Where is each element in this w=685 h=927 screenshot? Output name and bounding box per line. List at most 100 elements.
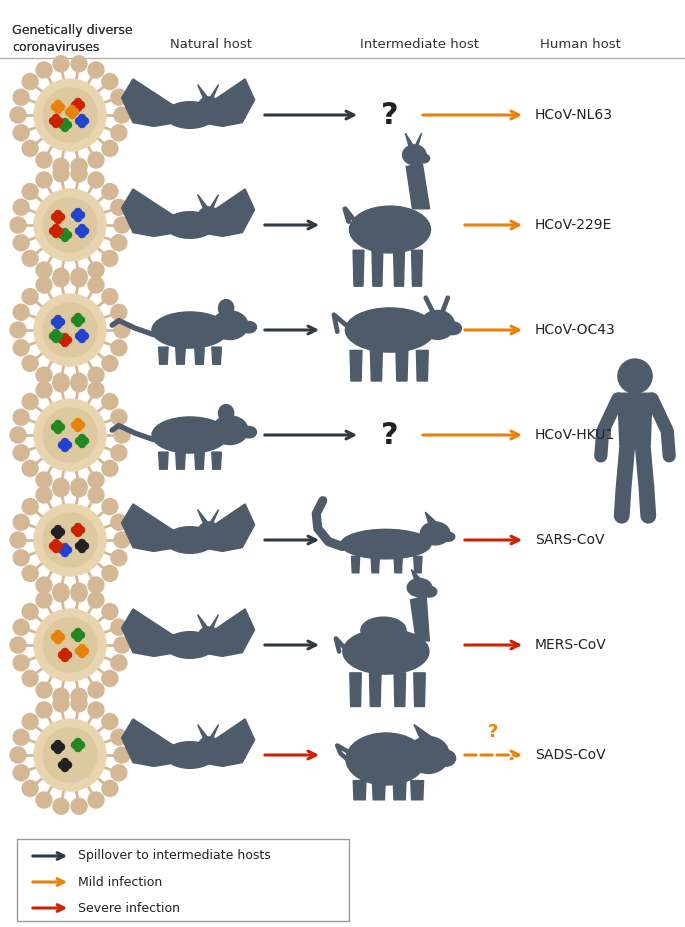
- Circle shape: [75, 316, 82, 324]
- Circle shape: [88, 367, 104, 383]
- Polygon shape: [351, 556, 360, 573]
- Circle shape: [111, 125, 127, 141]
- Circle shape: [64, 232, 71, 238]
- Text: Natural host: Natural host: [170, 38, 252, 51]
- Circle shape: [53, 798, 69, 814]
- Circle shape: [58, 528, 64, 536]
- Ellipse shape: [241, 426, 256, 438]
- Circle shape: [53, 271, 69, 286]
- Polygon shape: [197, 84, 208, 98]
- Circle shape: [36, 792, 52, 808]
- Circle shape: [55, 637, 62, 643]
- Circle shape: [53, 688, 69, 705]
- Circle shape: [55, 319, 62, 325]
- Circle shape: [10, 747, 26, 763]
- Circle shape: [102, 73, 118, 90]
- Circle shape: [88, 592, 104, 608]
- Circle shape: [71, 316, 79, 324]
- Circle shape: [62, 339, 68, 347]
- Polygon shape: [411, 569, 421, 579]
- Circle shape: [53, 231, 60, 237]
- Circle shape: [58, 104, 64, 110]
- Polygon shape: [210, 195, 219, 208]
- Circle shape: [64, 761, 71, 768]
- Circle shape: [79, 115, 86, 121]
- Circle shape: [75, 333, 82, 339]
- Circle shape: [71, 527, 79, 534]
- Text: Intermediate host: Intermediate host: [360, 38, 479, 51]
- Circle shape: [77, 631, 84, 639]
- Circle shape: [55, 227, 62, 235]
- Circle shape: [22, 499, 38, 514]
- Circle shape: [36, 262, 52, 278]
- Circle shape: [55, 217, 62, 223]
- Circle shape: [102, 670, 118, 686]
- Circle shape: [102, 184, 118, 199]
- Circle shape: [79, 121, 86, 128]
- Polygon shape: [393, 781, 406, 800]
- Circle shape: [102, 714, 118, 730]
- Circle shape: [55, 213, 62, 221]
- Ellipse shape: [421, 522, 450, 545]
- Circle shape: [55, 531, 62, 539]
- Circle shape: [64, 547, 71, 553]
- Polygon shape: [197, 79, 255, 126]
- Circle shape: [79, 435, 86, 441]
- Circle shape: [55, 741, 62, 747]
- Circle shape: [114, 217, 130, 233]
- Circle shape: [79, 118, 86, 124]
- Circle shape: [55, 210, 62, 218]
- Circle shape: [111, 409, 127, 425]
- Circle shape: [13, 235, 29, 251]
- Ellipse shape: [197, 97, 221, 118]
- Circle shape: [51, 213, 58, 221]
- Circle shape: [34, 294, 106, 366]
- Polygon shape: [210, 510, 219, 523]
- Circle shape: [88, 702, 104, 718]
- Circle shape: [10, 322, 26, 338]
- Circle shape: [102, 781, 118, 796]
- Circle shape: [51, 424, 58, 430]
- Polygon shape: [176, 347, 185, 364]
- Circle shape: [71, 688, 87, 705]
- Circle shape: [114, 532, 130, 548]
- Circle shape: [51, 743, 58, 751]
- Circle shape: [13, 654, 29, 671]
- Circle shape: [82, 118, 88, 124]
- Circle shape: [58, 213, 64, 221]
- Circle shape: [62, 124, 68, 132]
- Polygon shape: [197, 719, 255, 767]
- Circle shape: [49, 118, 56, 124]
- Circle shape: [111, 304, 127, 320]
- Text: HCoV-OC43: HCoV-OC43: [535, 323, 616, 337]
- Ellipse shape: [436, 750, 456, 767]
- Circle shape: [75, 529, 82, 537]
- Circle shape: [10, 637, 26, 653]
- Polygon shape: [396, 350, 408, 381]
- Circle shape: [75, 631, 82, 639]
- Circle shape: [111, 765, 127, 781]
- Text: ?: ?: [381, 421, 399, 450]
- Circle shape: [102, 499, 118, 514]
- Circle shape: [36, 152, 52, 168]
- Polygon shape: [353, 781, 366, 800]
- Circle shape: [58, 232, 66, 238]
- Circle shape: [58, 319, 64, 325]
- Circle shape: [71, 631, 79, 639]
- Polygon shape: [195, 347, 204, 364]
- Circle shape: [75, 542, 82, 550]
- Polygon shape: [197, 615, 208, 628]
- Circle shape: [55, 633, 62, 641]
- Circle shape: [79, 440, 86, 448]
- Polygon shape: [410, 596, 429, 641]
- Circle shape: [62, 438, 68, 446]
- Circle shape: [43, 408, 97, 462]
- Polygon shape: [176, 452, 185, 469]
- Circle shape: [62, 765, 68, 771]
- Polygon shape: [411, 781, 423, 800]
- Circle shape: [75, 634, 82, 641]
- Circle shape: [58, 761, 66, 768]
- Text: HCoV-229E: HCoV-229E: [535, 218, 612, 232]
- Circle shape: [22, 288, 38, 305]
- Circle shape: [62, 119, 68, 125]
